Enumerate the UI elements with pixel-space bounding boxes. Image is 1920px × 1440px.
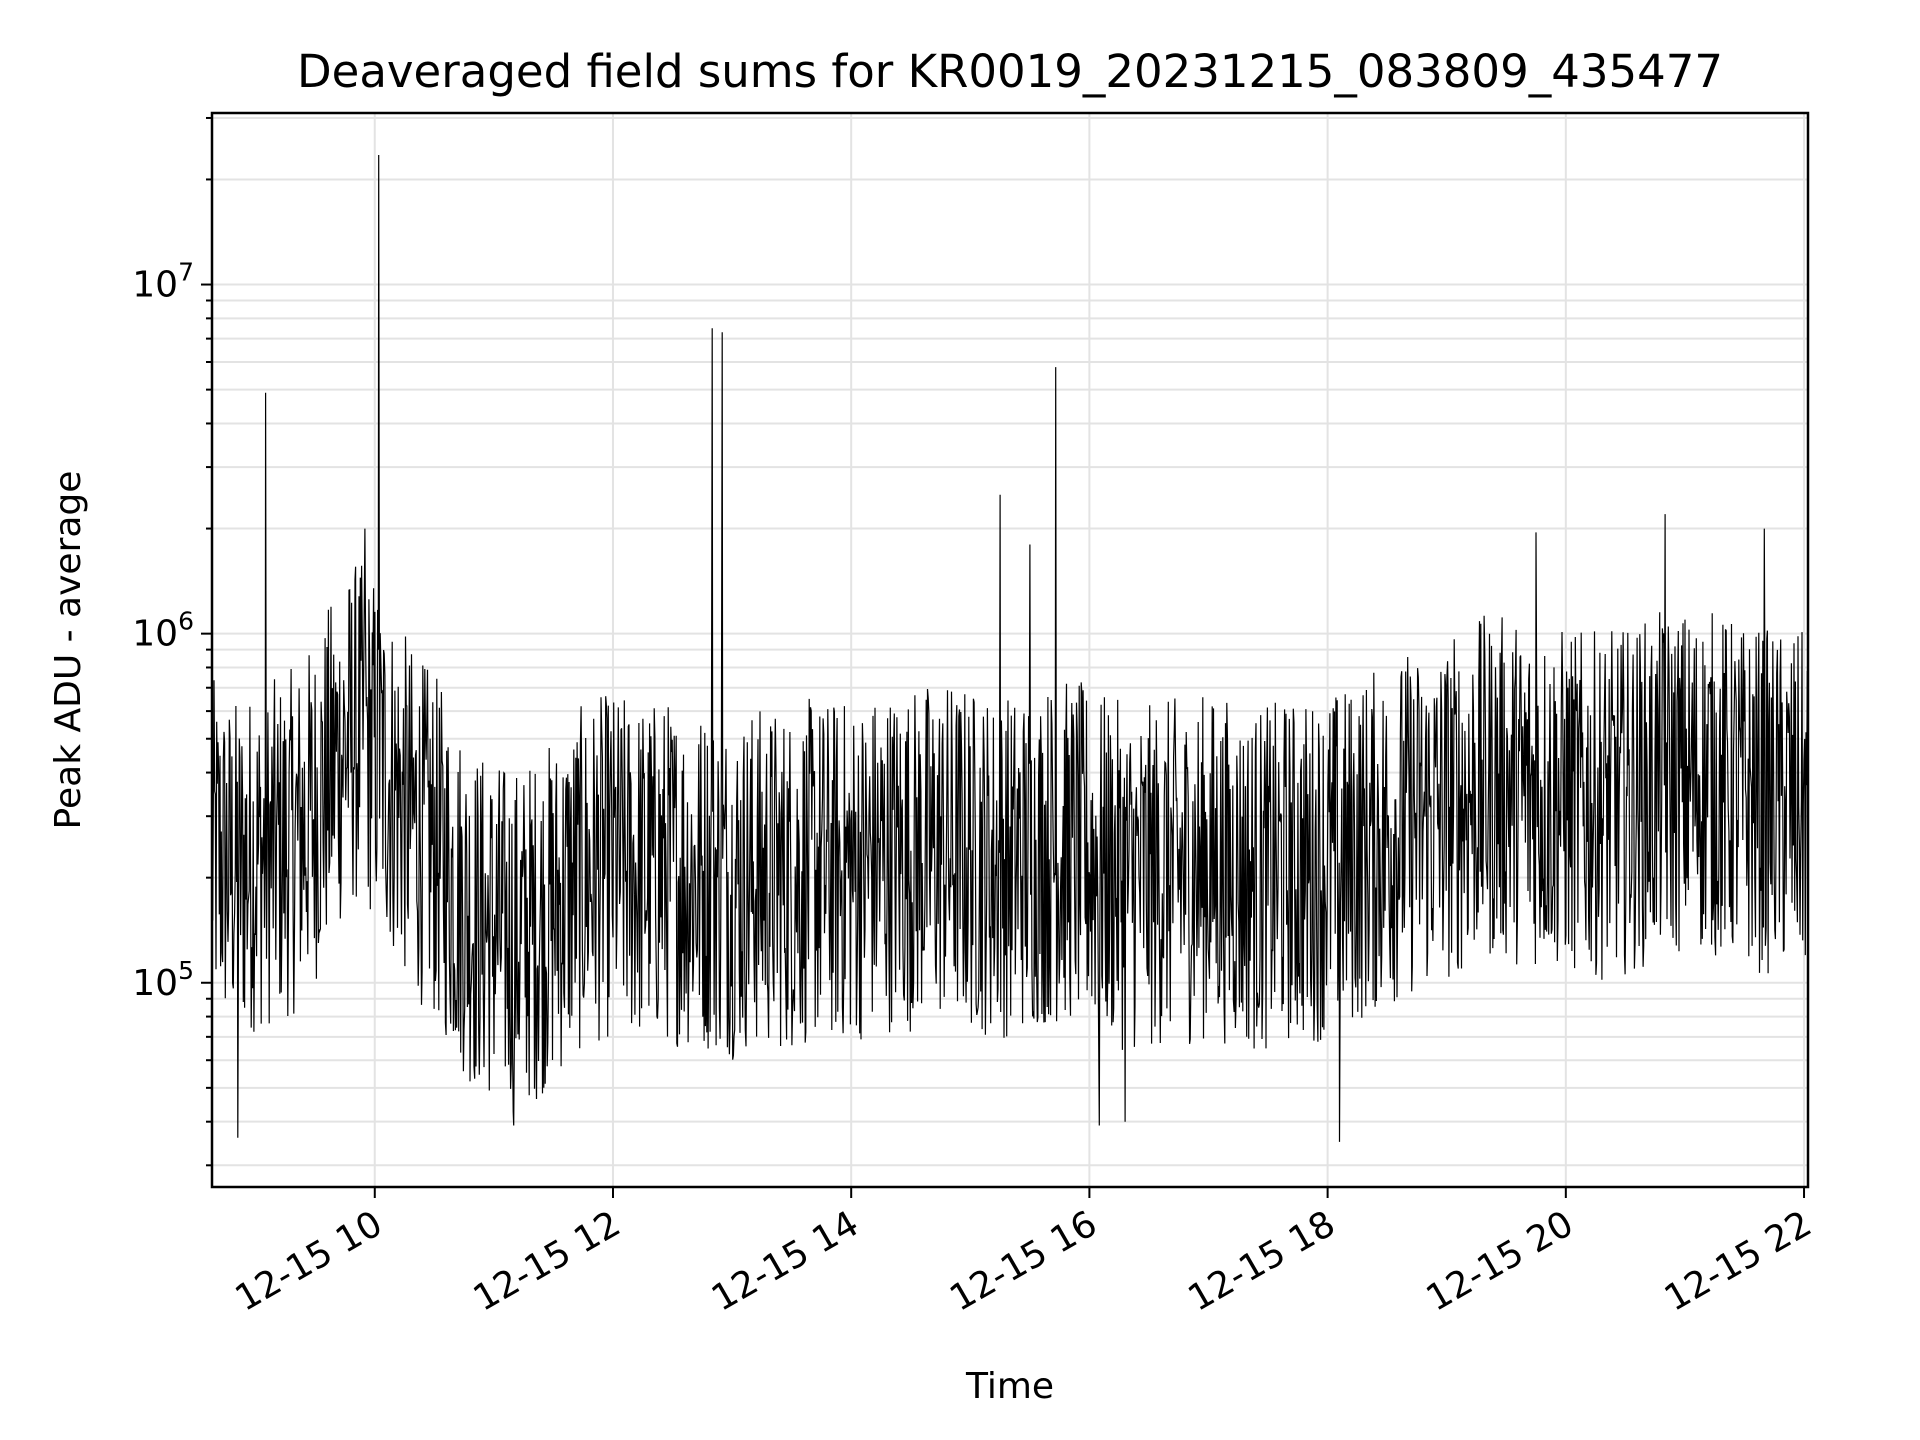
y-tick-label: 107 bbox=[132, 258, 194, 306]
chart-title: Deaveraged field sums for KR0019_2023121… bbox=[297, 45, 1723, 98]
y-tick-label: 106 bbox=[132, 607, 194, 655]
y-tick-base: 10 bbox=[132, 963, 178, 1004]
series-layer bbox=[211, 154, 1809, 1142]
y-tick-base: 10 bbox=[132, 614, 178, 655]
y-tick-label: 105 bbox=[132, 956, 194, 1004]
y-tick-base: 10 bbox=[132, 265, 178, 306]
y-tick-exponent: 5 bbox=[178, 956, 194, 985]
y-tick-exponent: 7 bbox=[178, 258, 194, 287]
y-axis-label: Peak ADU - average bbox=[48, 471, 89, 830]
y-tick-exponent: 6 bbox=[178, 607, 194, 636]
series-line bbox=[211, 154, 1809, 1142]
x-axis-label: Time bbox=[965, 1366, 1054, 1407]
